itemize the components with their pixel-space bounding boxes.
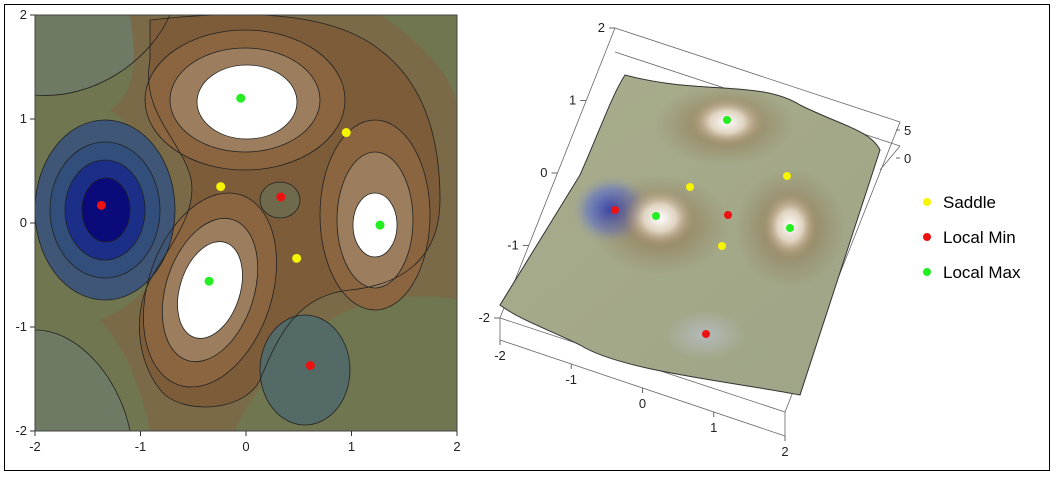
y-tick-label: 0 xyxy=(20,215,27,230)
surface-point-saddle xyxy=(718,242,726,250)
x-tick-label: -2 xyxy=(29,439,41,454)
surface-x-tick-label: -1 xyxy=(565,372,577,387)
legend-marker-local-max xyxy=(923,268,931,276)
surface-point-local-min xyxy=(724,211,732,219)
surface-plot: 2 1 0 -1 -2 -2 -1 0 1 2 5 0 xyxy=(478,20,911,459)
surface-outline xyxy=(499,74,881,396)
y-tick-label: -1 xyxy=(15,319,27,334)
surface-z-tick-label: 5 xyxy=(904,123,911,138)
contour-fills xyxy=(35,15,457,431)
surface-y-tick-label: 0 xyxy=(540,165,547,180)
x-tick-label: -1 xyxy=(135,439,147,454)
critical-point-local-max xyxy=(204,276,214,286)
critical-point-local-min xyxy=(305,360,315,370)
legend-label-local-max: Local Max xyxy=(943,263,1021,282)
surface-points xyxy=(611,116,794,338)
surface-x-tick-label: 2 xyxy=(781,444,788,459)
critical-point-saddle xyxy=(341,128,351,138)
surface-x-tick-label: 0 xyxy=(639,396,646,411)
y-tick-label: 1 xyxy=(20,111,27,126)
surface-point-local-min xyxy=(611,206,619,214)
surface-x-tick-label: -2 xyxy=(494,348,506,363)
contour-y-axis: 2 1 0 -1 -2 xyxy=(15,7,35,438)
critical-point-local-max xyxy=(236,93,246,103)
surface-point-saddle xyxy=(783,172,791,180)
y-tick-label: 2 xyxy=(20,7,27,22)
surface-z-tick-label: 0 xyxy=(904,151,911,166)
critical-point-saddle xyxy=(216,182,226,192)
surface-point-local-max xyxy=(652,212,660,220)
contour-plot: -2 -1 0 1 2 2 1 0 -1 -2 xyxy=(15,7,460,454)
contour-band-grey-bottom-left xyxy=(35,330,130,431)
critical-point-local-min xyxy=(96,200,106,210)
legend-label-saddle: Saddle xyxy=(943,193,996,212)
contour-peak-right xyxy=(353,193,397,257)
x-tick-label: 0 xyxy=(242,439,249,454)
surface-axes: 2 1 0 -1 -2 -2 -1 0 1 2 5 0 xyxy=(478,20,911,459)
contour-peak-lower xyxy=(177,241,243,339)
surface-y-tick-label: -2 xyxy=(478,310,490,325)
legend-marker-saddle xyxy=(923,198,931,206)
critical-point-local-min xyxy=(276,192,286,202)
critical-point-local-max xyxy=(375,220,385,230)
legend-label-local-min: Local Min xyxy=(943,228,1016,247)
legend: Saddle Local Min Local Max xyxy=(923,193,1021,282)
critical-point-saddle xyxy=(292,253,302,263)
surface-peak-left xyxy=(624,188,696,248)
x-tick-label: 1 xyxy=(348,439,355,454)
contour-peak-top xyxy=(197,65,297,139)
surface-y-tick-label: -1 xyxy=(507,238,519,253)
legend-marker-local-min xyxy=(923,233,931,241)
y-tick-label: -2 xyxy=(15,423,27,438)
surface-point-local-max xyxy=(786,224,794,232)
surface-x-tick-label: 1 xyxy=(710,420,717,435)
contour-basin-4 xyxy=(82,178,130,242)
contour-basin-bottom xyxy=(260,315,350,425)
contour-points xyxy=(96,93,385,370)
x-tick-label: 2 xyxy=(453,439,460,454)
contour-x-axis: -2 -1 0 1 2 xyxy=(29,431,461,454)
surface-y-tick-label: 2 xyxy=(598,20,605,35)
surface-y-tick-label: 1 xyxy=(569,93,576,108)
surface-point-local-max xyxy=(723,116,731,124)
surface-point-local-min xyxy=(702,330,710,338)
contour-lines xyxy=(35,15,441,431)
surface-point-saddle xyxy=(686,183,694,191)
